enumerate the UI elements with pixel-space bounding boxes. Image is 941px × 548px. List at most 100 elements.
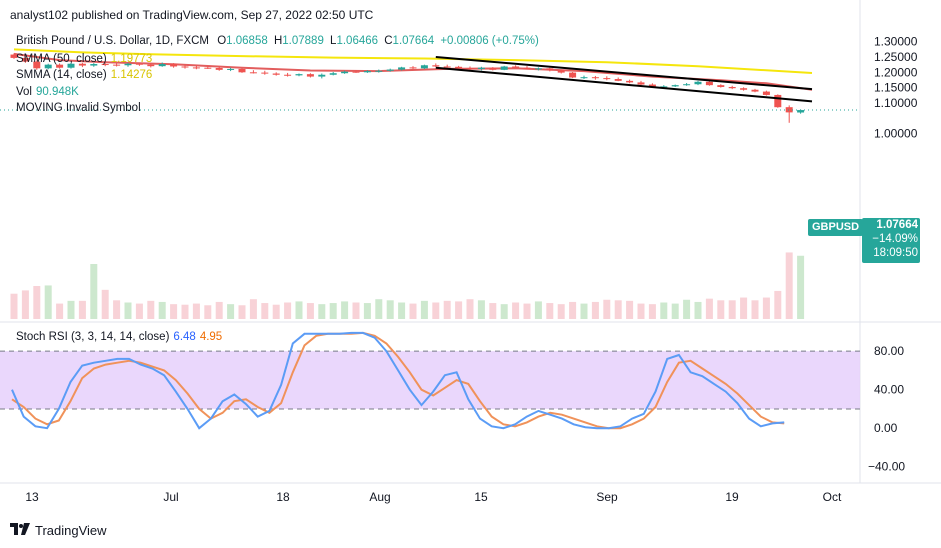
volume-bar [626, 300, 634, 319]
volume-bar [557, 304, 565, 319]
smma14-legend[interactable]: SMMA (14, close) 1.14276 [16, 69, 152, 81]
candle-body [557, 70, 565, 73]
close-value: 1.07664 [392, 35, 435, 47]
candle-body [375, 70, 383, 72]
volume-bar [192, 303, 200, 319]
volume-legend[interactable]: Vol 90.948K [16, 86, 79, 98]
candle-body [204, 67, 212, 69]
volume-bar [523, 303, 531, 319]
change-value: +0.00806 (+0.75%) [440, 35, 539, 47]
trend-channel[interactable] [0, 56, 860, 111]
volume-bar [740, 297, 748, 319]
volume-bar [603, 299, 611, 319]
volume-bar [101, 289, 109, 319]
volume-bar [386, 300, 394, 319]
volume-bar [181, 304, 189, 319]
volume-bar [318, 304, 326, 319]
volume-bar [466, 299, 474, 319]
candle-body [489, 67, 497, 70]
volume-bar [363, 303, 371, 319]
price-tick-label: 1.25000 [874, 50, 918, 64]
candle-body [648, 84, 656, 87]
volume-bar [295, 301, 303, 319]
stoch-k-line [11, 331, 785, 430]
candle-body [363, 71, 371, 73]
symbol-legend[interactable]: British Pound / U.S. Dollar, 1D, FXCM O1… [16, 35, 542, 47]
volume-bar [785, 252, 793, 319]
channel-upper-line [435, 56, 813, 91]
stoch-axis: 80.00 40.00 0.00 −40.00 [868, 344, 905, 474]
volume-bar [660, 302, 668, 319]
stoch-legend[interactable]: Stoch RSI (3, 3, 14, 14, close) 6.48 4.95 [16, 331, 222, 343]
time-tick-label: Sep [596, 490, 618, 504]
stoch-rsi-pane [0, 331, 860, 430]
smma50-legend[interactable]: SMMA (50, close) 1.19773 [16, 53, 152, 65]
volume-bar [614, 300, 622, 319]
volume-bar [124, 302, 132, 319]
candle-body [181, 66, 189, 68]
candle-body [694, 81, 702, 85]
time-axis: 13 Jul 18 Aug 15 Sep 19 Oct [25, 490, 842, 504]
price-tag-box [862, 218, 920, 263]
candle-body [523, 67, 531, 70]
candle-body [341, 71, 349, 74]
tradingview-logo-icon [10, 523, 30, 538]
volume-bar [500, 304, 508, 319]
candle-body [78, 63, 86, 66]
volume-bar [215, 301, 223, 319]
candle-body [785, 107, 793, 113]
tradingview-brand: TradingView [35, 523, 107, 538]
volume-bar [67, 300, 75, 319]
candle-body [751, 89, 759, 92]
symbol-tag[interactable]: GBPUSD [808, 219, 864, 236]
volume-bar [341, 301, 349, 319]
moving-legend[interactable]: MOVING Invalid Symbol [16, 102, 141, 114]
volume-bar [33, 286, 41, 319]
candle-body [569, 72, 577, 78]
tradingview-logo[interactable]: TradingView [10, 523, 107, 538]
stoch-band [0, 351, 860, 409]
volume-bar [774, 290, 782, 319]
volume-bar [352, 302, 360, 319]
volume-bar [21, 290, 29, 319]
volume-bar [249, 299, 257, 319]
candle-body [33, 61, 41, 69]
candle-body [352, 71, 360, 73]
low-value: 1.06466 [336, 35, 379, 47]
stoch-tick-label: 80.00 [874, 344, 904, 358]
candle-body [306, 74, 314, 77]
volume-bar [432, 302, 440, 319]
candle-body [101, 64, 109, 66]
publisher-line: analyst102 published on TradingView.com,… [10, 8, 374, 22]
volume-bar [534, 301, 542, 319]
stoch-tick-label: −40.00 [868, 460, 905, 474]
volume-bar [717, 300, 725, 319]
candle-body [124, 63, 132, 66]
candle-body [443, 66, 451, 68]
candle-body [238, 68, 246, 73]
stoch-k-value: 6.48 [173, 331, 196, 343]
volume-label: Vol [16, 86, 32, 98]
volume-bar [671, 303, 679, 319]
moving-label: MOVING Invalid Symbol [16, 102, 141, 114]
volume-bar [797, 255, 805, 319]
candle-body [10, 54, 18, 58]
volume-bar [398, 302, 406, 319]
volume-bar [683, 299, 691, 319]
candle-body [740, 88, 748, 90]
time-tick-label: 19 [725, 490, 739, 504]
candle-body [90, 64, 98, 66]
candle-body [762, 91, 770, 95]
candle-body [272, 73, 280, 75]
stoch-tick-label: 40.00 [874, 383, 904, 397]
price-tick-label: 1.20000 [874, 65, 918, 79]
candle-body [637, 82, 645, 85]
volume-bar [158, 301, 166, 319]
smma14-value: 1.14276 [110, 69, 153, 81]
volume-bar [569, 301, 577, 319]
volume-bar [455, 301, 463, 319]
volume-bar [591, 301, 599, 319]
volume-bar [580, 303, 588, 319]
candle-body [56, 64, 64, 68]
